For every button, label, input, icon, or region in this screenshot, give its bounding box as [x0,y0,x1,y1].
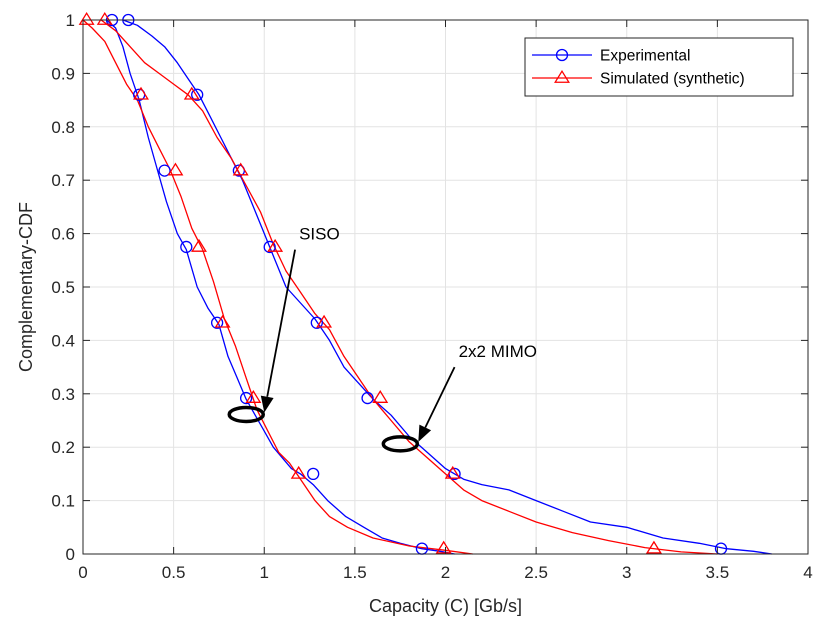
grid-lines [82,19,809,555]
triangle-marker [372,390,389,403]
y-tick-label: 0 [66,545,75,564]
y-tick-label: 1 [66,11,75,30]
circle-marker [191,88,204,101]
legend-label-experimental: Experimental [600,48,690,65]
x-tick-label: 3 [622,563,631,582]
triangle-marker [316,314,333,328]
y-tick-label: 0.9 [51,64,75,83]
circle-marker [307,467,320,481]
y-tick-label: 0.2 [51,438,75,457]
triangle-marker [444,465,461,479]
annotation-label-2x2-mimo: 2x2 MIMO [459,342,537,361]
triangle-marker [290,465,307,479]
circle-marker [310,316,323,329]
y-tick-label: 0.8 [51,118,75,137]
triangle-marker [191,238,207,252]
series-layer [82,19,772,555]
y-tick-label: 0.4 [51,331,75,350]
annotation-ellipse-2x2-mimo [381,435,420,453]
circle-marker [263,240,276,254]
x-tick-label: 4 [803,563,812,582]
circle-marker [180,240,193,254]
circle-marker [239,391,253,405]
annotation-layer: SISO 2x2 MIMO [227,225,537,453]
triangle-marker [645,540,662,554]
triangle-marker [78,11,95,25]
y-axis-title: Complementary-CDF [16,202,36,372]
annotation-arrowhead-siso [260,395,274,413]
x-tick-label: 1 [260,563,269,582]
series-line-siso-simulated-synthetic- [82,19,473,555]
triangle-marker [232,162,249,176]
legend: Experimental Simulated (synthetic) [524,37,794,97]
circle-marker [158,164,171,177]
triangle-marker [183,86,200,100]
triangle-marker [435,540,452,554]
annotation-arrow-2x2-mimo [424,366,456,428]
legend-marker-experimental [555,48,569,62]
circle-marker [361,391,374,405]
triangle-marker [133,86,149,100]
x-tick-label: 2.5 [524,563,548,582]
triangle-marker [267,238,284,252]
y-tick-label: 0.3 [51,385,75,404]
x-axis-title: Capacity (C) [Gb/s] [369,596,522,616]
series-line-2x2-mimo-experimental [122,19,772,555]
triangle-marker [245,390,262,403]
axis-ticks: 0 0.5 1 1.5 2 2.5 3 3.5 4 0 0.1 0.2 0.3 0.4 0.5 0.6 0.7 0… [51,11,812,582]
triangle-marker [214,314,231,328]
legend-box [524,37,794,97]
series-line-2x2-mimo-simulated-synthetic- [100,19,718,555]
y-tick-label: 0.6 [51,225,75,244]
triangle-marker [96,11,113,25]
y-tick-label: 0.5 [51,278,75,297]
annotation-ellipse-siso [227,405,265,424]
annotation-arrow-siso [266,249,296,397]
annotation-label-siso: SISO [299,225,340,244]
circle-marker [210,316,224,329]
y-tick-label: 0.7 [51,171,75,190]
series-line-siso-experimental [106,19,455,555]
x-tick-label: 2 [441,563,450,582]
legend-label-simulated-synthetic-: Simulated (synthetic) [600,71,745,88]
annotation-arrowhead-2x2-mimo [418,424,432,442]
x-tick-label: 0.5 [162,563,186,582]
y-tick-label: 0.1 [51,492,75,511]
x-tick-label: 3.5 [706,563,730,582]
triangle-marker [167,162,184,176]
x-tick-label: 1.5 [343,563,367,582]
legend-marker-simulated-synthetic- [554,69,570,83]
x-tick-label: 0 [78,563,87,582]
